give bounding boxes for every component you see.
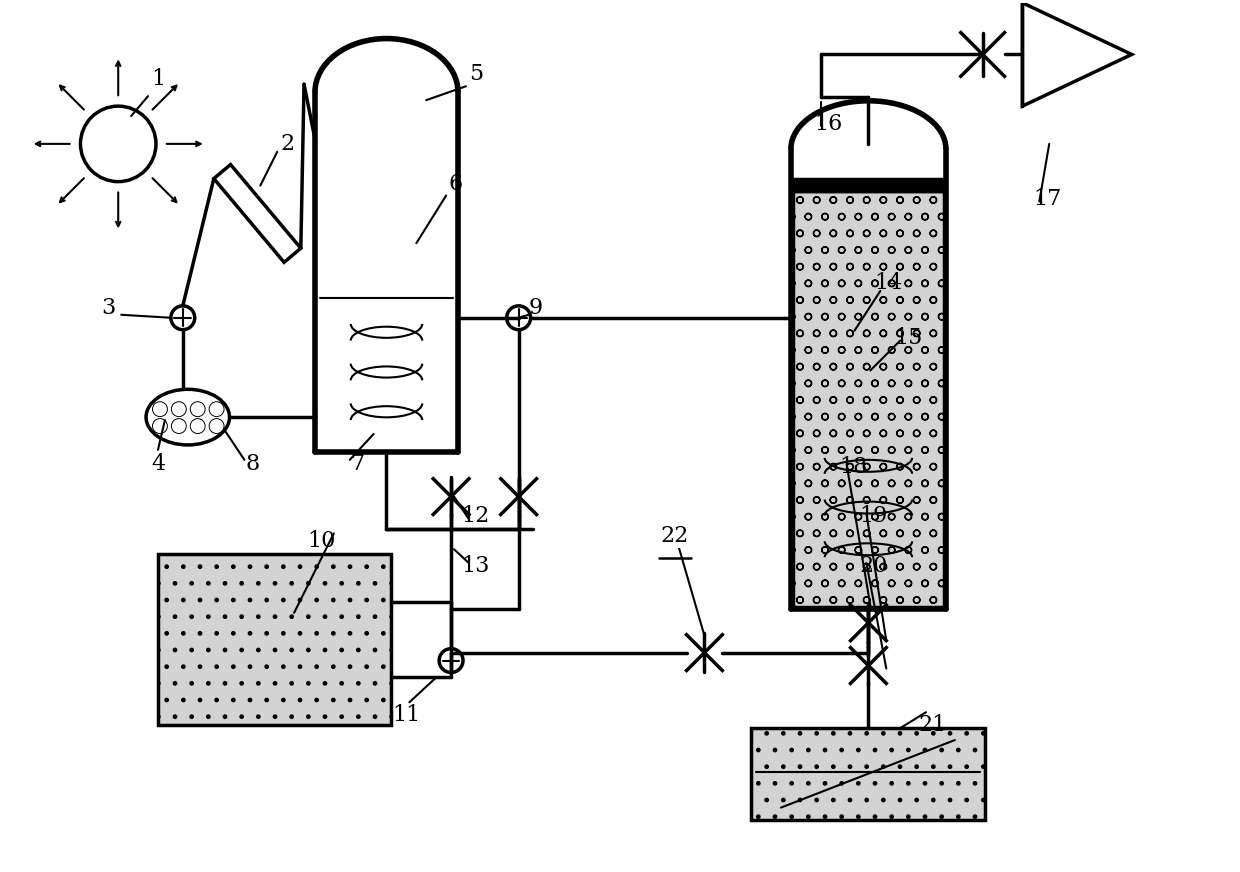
Text: 6: 6 (449, 173, 463, 194)
Bar (792, 191, 944, 607)
Text: 18: 18 (839, 456, 868, 478)
Text: 4: 4 (151, 453, 165, 475)
Text: 5: 5 (469, 64, 484, 85)
Text: 14: 14 (874, 272, 903, 294)
Text: 1: 1 (151, 68, 165, 91)
Text: 11: 11 (392, 705, 420, 726)
Text: 15: 15 (894, 327, 923, 349)
Bar (792, 179, 944, 191)
Text: 3: 3 (102, 296, 115, 319)
Text: 22: 22 (661, 525, 688, 548)
Text: 7: 7 (350, 453, 363, 475)
Text: 2: 2 (280, 133, 294, 155)
Text: 20: 20 (859, 555, 888, 577)
Text: 10: 10 (308, 530, 336, 552)
Text: 8: 8 (246, 453, 259, 475)
Bar (157, 555, 392, 726)
Ellipse shape (146, 389, 229, 445)
Text: 9: 9 (528, 296, 543, 319)
Text: 19: 19 (859, 506, 888, 528)
Bar (751, 728, 985, 820)
Text: 21: 21 (919, 714, 947, 736)
Text: 17: 17 (1033, 187, 1061, 209)
Text: 12: 12 (461, 506, 490, 528)
Text: 13: 13 (461, 555, 490, 577)
Text: 16: 16 (815, 113, 843, 135)
